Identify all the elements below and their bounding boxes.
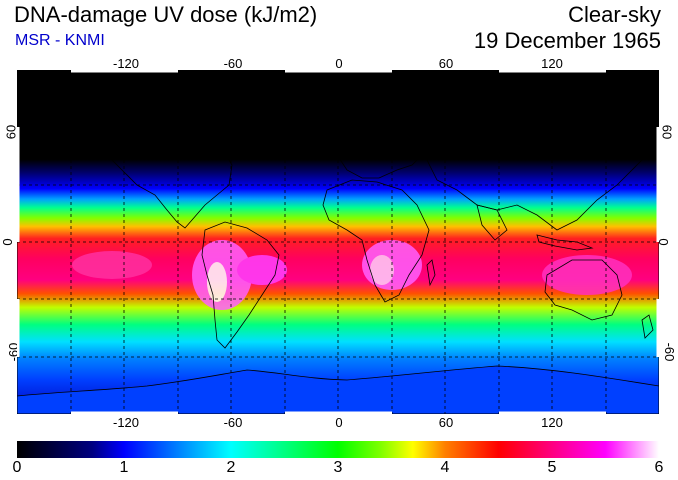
new-zealand-coast: [641, 314, 654, 339]
coastlines: [46, 87, 659, 349]
south-america-coast: [201, 221, 280, 349]
colorbar: [17, 441, 659, 458]
graticule: [17, 70, 659, 414]
india-coast: [476, 204, 508, 241]
lon-tick-top: 120: [541, 56, 563, 71]
colorbar-label: 3: [333, 459, 343, 476]
colorbar-label: 2: [226, 459, 236, 476]
colorbar-label: 0: [12, 459, 22, 476]
lon-tick-bottom: 120: [541, 415, 563, 430]
north-america-coast: [46, 97, 233, 229]
greenland-coast: [261, 87, 318, 141]
lon-tick-bottom: -120: [112, 415, 140, 430]
colorbar-label: 6: [654, 459, 664, 476]
lat-tick-right: -60: [661, 342, 677, 362]
colorbar-gradient: [17, 441, 659, 458]
map-title: DNA-damage UV dose (kJ/m2): [14, 2, 318, 27]
europe-coast: [336, 124, 428, 179]
map-frame: [17, 70, 659, 414]
lon-tick-top: -120: [112, 56, 140, 71]
lon-tick-top: 0: [335, 56, 343, 71]
uv-dose-map: [17, 70, 659, 414]
lon-tick-top: -60: [223, 56, 243, 71]
madagascar-coast: [426, 259, 436, 287]
sky-condition: Clear-sky: [568, 2, 661, 27]
lat-tick-left: 0: [0, 238, 16, 246]
colorbar-label: 1: [119, 459, 129, 476]
lon-tick-top: 60: [438, 56, 454, 71]
colorbar-label: 5: [547, 459, 557, 476]
lon-tick-bottom: -60: [223, 415, 243, 430]
asia-coast: [426, 99, 659, 231]
colorbar-label: 4: [440, 459, 450, 476]
lat-tick-right: 60: [659, 124, 675, 140]
credit-label: MSR - KNMI: [15, 32, 105, 49]
lon-tick-bottom: 0: [335, 415, 343, 430]
lon-tick-bottom: 60: [438, 415, 454, 430]
indonesia-coast: [536, 234, 594, 251]
hotspots: [72, 240, 632, 310]
map-date: 19 December 1965: [473, 28, 661, 53]
africa-coast: [322, 179, 430, 303]
